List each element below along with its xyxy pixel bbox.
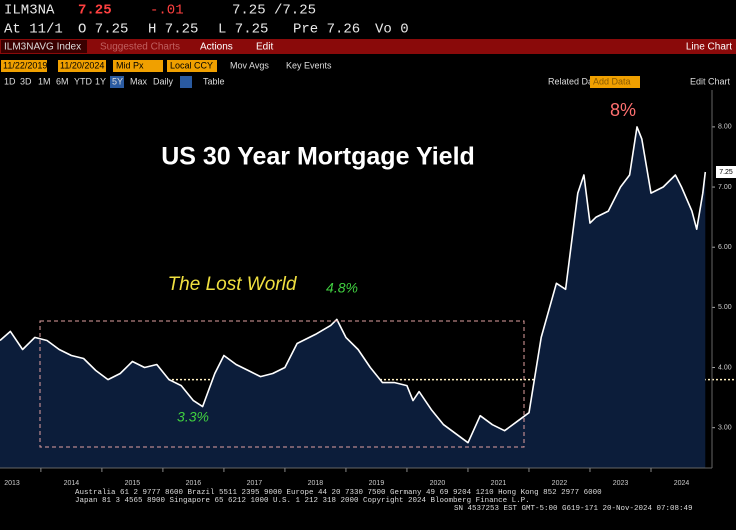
chart: 3.00 4.00 5.00 6.00 7.00 8.00 7.25 2013 2014 2015… (0, 90, 736, 487)
security: ILM3NAVG Index (4, 42, 81, 53)
x-tick-label: 2016 (186, 480, 202, 487)
actions[interactable]: Actions (200, 42, 233, 53)
x-tick-label: 2013 (4, 480, 20, 487)
chart-kind: Line Chart (686, 42, 732, 53)
chart-title: US 30 Year Mortgage Yield (161, 143, 475, 171)
line (0, 126, 707, 444)
add-data: Add Data (593, 76, 631, 86)
y-tick-label: 5.00 (718, 304, 732, 311)
period-button[interactable]: YTD (74, 76, 93, 86)
x-tick-label: 2015 (125, 480, 141, 487)
period-button[interactable]: 1D (4, 76, 16, 86)
x-tick-label: 2018 (308, 480, 324, 487)
currency: Local CCY (170, 60, 213, 70)
key-events[interactable]: Key Events (286, 60, 332, 70)
last-price: 7.25 (78, 3, 112, 19)
security-box[interactable] (1, 40, 87, 53)
footer-line: Japan 81 3 4565 8900 Singapore 65 6212 1… (75, 497, 530, 505)
x-tick-label: 2022 (552, 480, 568, 487)
period-buttons: 1D 3D 1M 6M YTD 1Y 5Y Max (4, 76, 148, 88)
mov-avgs[interactable]: Mov Avgs (230, 60, 269, 70)
x-tick-label: 2021 (491, 480, 507, 487)
bid-ask: 7.25 /7.25 (232, 3, 316, 19)
price-type: Mid Px (116, 60, 144, 70)
period-button[interactable]: Max (130, 76, 148, 86)
low: L 7.25 (218, 22, 268, 38)
period-button[interactable]: 3D (20, 76, 32, 86)
price-box[interactable] (113, 60, 163, 72)
period-button[interactable]: 5Y (112, 76, 123, 86)
table[interactable]: Table (203, 76, 225, 86)
currency-box[interactable] (167, 60, 217, 72)
last-value-box (716, 166, 736, 179)
x-tick-label: 2014 (64, 480, 80, 487)
frequency[interactable]: Daily (153, 76, 174, 86)
end-box[interactable] (58, 60, 106, 72)
annotation: 8% (610, 100, 636, 120)
chart-icon[interactable] (180, 76, 192, 88)
toolbar (0, 39, 736, 54)
suggested-charts[interactable]: Suggested Charts (100, 42, 180, 53)
edit-chart[interactable]: Edit Chart (690, 76, 731, 86)
high: H 7.25 (148, 22, 198, 38)
x-tick-label: 2020 (430, 480, 446, 487)
period-button[interactable]: 1M (38, 76, 51, 86)
y-tick-label: 6.00 (718, 244, 732, 251)
last-value-label: 7.25 (719, 169, 733, 176)
y-tick-label: 4.00 (718, 364, 732, 371)
at: At 11/1 (4, 22, 63, 38)
start-date: 11/22/2019 (3, 60, 47, 70)
period-selected (110, 76, 124, 88)
edit[interactable]: Edit (256, 42, 273, 53)
change: -.01 (150, 3, 184, 19)
add-data-box[interactable] (590, 76, 640, 88)
pre: Pre 7.26 (293, 22, 360, 38)
area (0, 126, 706, 469)
annotation: 4.8% (326, 280, 358, 296)
volume: Vo 0 (375, 22, 409, 38)
annotation: 3.3% (177, 409, 209, 425)
highlight-box (39, 320, 525, 448)
end-date: 11/20/2024 (60, 60, 104, 70)
y-tick-label: 7.00 (718, 184, 732, 191)
footer-line: Australia 61 2 9777 8600 Brazil 5511 239… (75, 489, 602, 497)
y-tick-label: 8.00 (718, 124, 732, 131)
x-tick-label: 2017 (247, 480, 263, 487)
footer-line: SN 4537253 EST GMT-5:00 G619-171 20-Nov-… (454, 505, 693, 513)
start-box[interactable] (1, 60, 47, 72)
y-tick-label: 3.00 (718, 425, 732, 432)
period-button[interactable]: 1Y (95, 76, 106, 86)
x-tick-label: 2024 (674, 480, 690, 487)
ticker: ILM3NA (4, 3, 55, 19)
related-data[interactable]: Related Dat (548, 76, 596, 86)
open: O 7.25 (78, 22, 128, 38)
annotation: The Lost World (168, 274, 298, 295)
x-tick-label: 2023 (613, 480, 629, 487)
x-tick-label: 2019 (369, 480, 385, 487)
period-button[interactable]: 6M (56, 76, 69, 86)
